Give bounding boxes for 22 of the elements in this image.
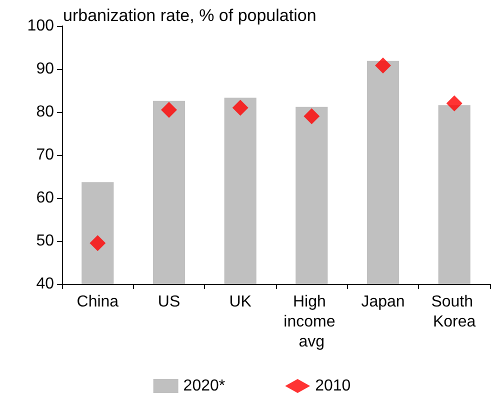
point	[446, 95, 462, 112]
point	[232, 100, 248, 116]
x-tick-label: High income avg	[284, 294, 340, 350]
x-tick-label: UK	[229, 294, 252, 310]
y-tick-label: 70	[36, 146, 54, 164]
point	[90, 235, 106, 252]
chart-title: urbanization rate, % of population	[63, 6, 316, 25]
y-tick-label: 80	[36, 104, 54, 120]
y-tick-label: 40	[36, 276, 54, 292]
y-tick-label: 90	[36, 60, 54, 78]
y-tick-label: 60	[36, 190, 54, 206]
x-tick-label: Japan	[361, 294, 405, 310]
point	[375, 58, 391, 74]
legend-label: 2010	[315, 378, 351, 394]
legend-label: 2020*	[183, 378, 226, 394]
y-tick-label: 100	[27, 18, 54, 34]
point	[304, 108, 320, 124]
x-tick-label: US	[158, 294, 180, 310]
x-tick-label: South Korea	[431, 294, 478, 330]
x-tick-label: China	[76, 294, 119, 310]
y-tick-label: 50	[36, 232, 54, 250]
point	[161, 102, 177, 118]
